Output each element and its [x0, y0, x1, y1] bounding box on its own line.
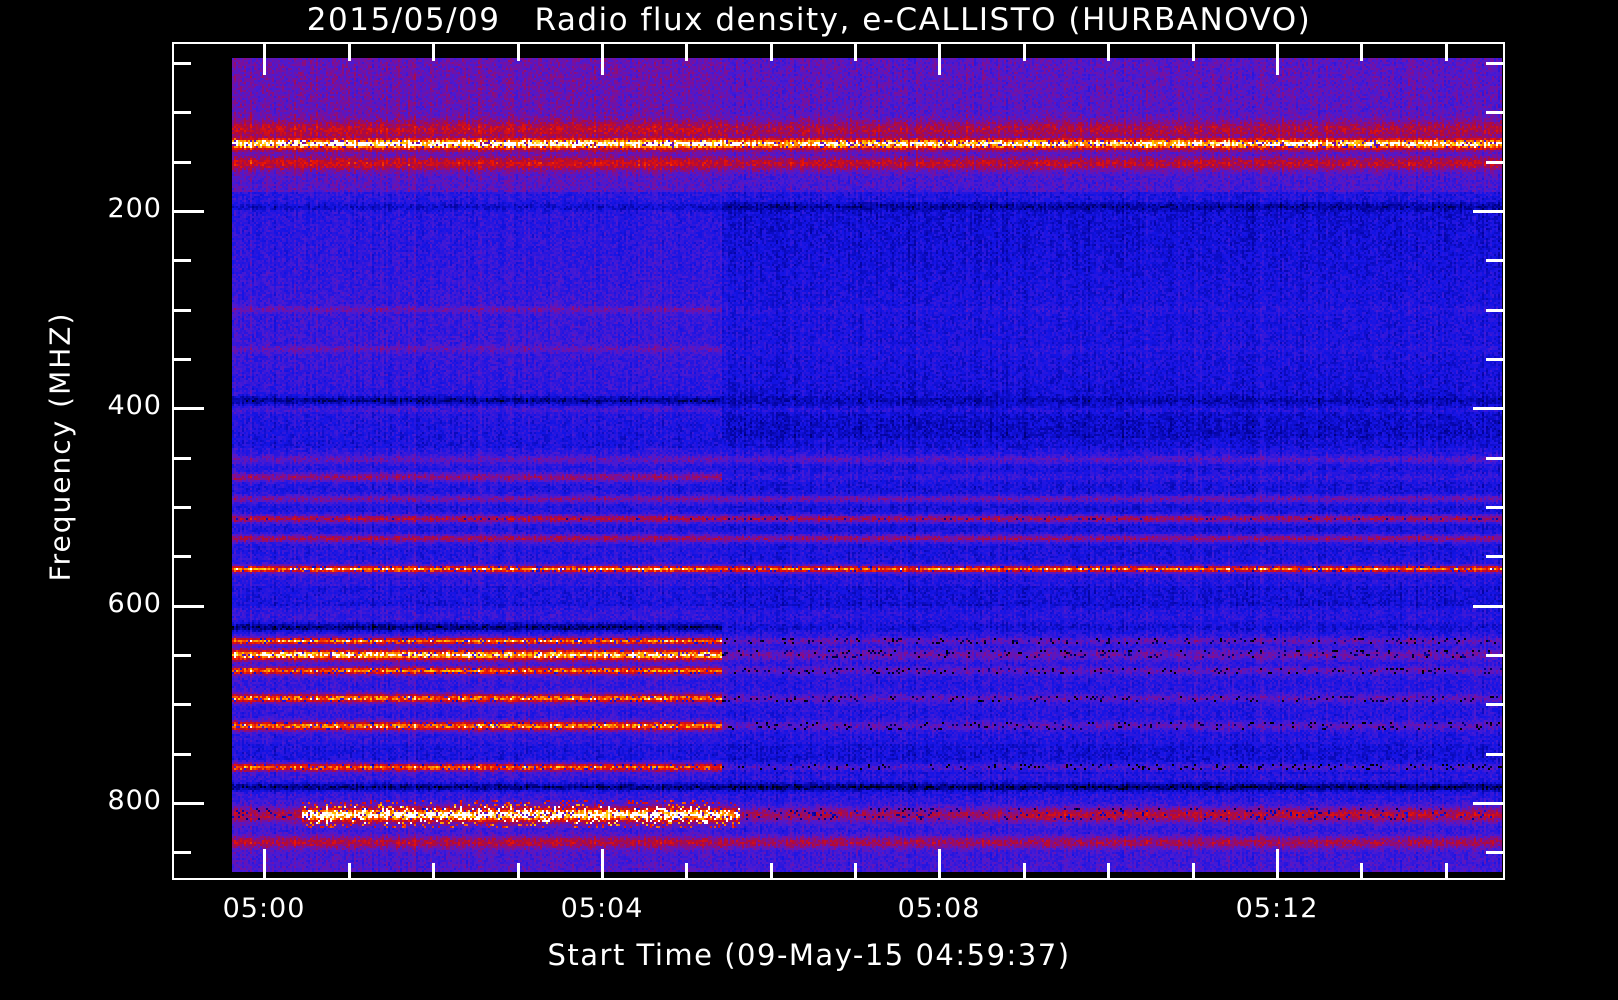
y-tick-major — [174, 605, 204, 608]
y-tick-major — [174, 407, 204, 410]
x-tick-minor — [1360, 863, 1363, 880]
x-tick-minor — [1023, 863, 1026, 880]
y-tick-minor-right — [1486, 753, 1503, 756]
y-tick-minor — [174, 654, 191, 657]
x-tick-label: 05:08 — [897, 893, 981, 924]
x-tick-major-top — [938, 44, 941, 75]
x-tick-minor-top — [432, 44, 435, 61]
y-tick-minor-right — [1486, 259, 1503, 262]
x-tick-minor-top — [685, 44, 688, 61]
x-tick-major-top — [1276, 44, 1279, 75]
y-tick-minor — [174, 62, 191, 65]
y-tick-label: 200 — [107, 193, 162, 224]
x-tick-minor-top — [1107, 44, 1110, 61]
x-tick-major — [1276, 849, 1279, 880]
x-tick-minor-top — [854, 44, 857, 61]
x-tick-major-top — [263, 44, 266, 75]
spectrogram-canvas — [232, 58, 1502, 872]
y-tick-major — [174, 210, 204, 213]
y-tick-minor-right — [1486, 457, 1503, 460]
x-tick-minor — [770, 863, 773, 880]
y-tick-major-right — [1473, 407, 1503, 410]
x-tick-minor-top — [1192, 44, 1195, 61]
y-tick-minor — [174, 753, 191, 756]
y-tick-major-right — [1473, 802, 1503, 805]
y-tick-minor-right — [1486, 111, 1503, 114]
page-title: 2015/05/09 Radio flux density, e-CALLIST… — [306, 2, 1312, 38]
y-axis-title: Frequency (MHZ) — [43, 311, 77, 582]
x-tick-minor-top — [1023, 44, 1026, 61]
y-tick-minor-right — [1486, 358, 1503, 361]
y-tick-major-right — [1473, 210, 1503, 213]
x-tick-minor — [432, 863, 435, 880]
y-tick-minor-right — [1486, 309, 1503, 312]
y-tick-minor-right — [1486, 506, 1503, 509]
x-tick-minor-top — [770, 44, 773, 61]
y-tick-label: 600 — [107, 588, 162, 619]
x-tick-major-top — [601, 44, 604, 75]
y-tick-minor-right — [1486, 62, 1503, 65]
y-tick-minor — [174, 703, 191, 706]
x-tick-minor — [685, 863, 688, 880]
x-tick-label: 05:00 — [222, 893, 306, 924]
y-tick-major-right — [1473, 605, 1503, 608]
x-tick-minor — [517, 863, 520, 880]
x-tick-major — [601, 849, 604, 880]
y-tick-major — [174, 802, 204, 805]
y-tick-minor — [174, 259, 191, 262]
x-tick-minor-top — [1360, 44, 1363, 61]
y-tick-minor — [174, 457, 191, 460]
y-tick-minor — [174, 851, 191, 854]
y-tick-minor — [174, 506, 191, 509]
y-tick-minor-right — [1486, 703, 1503, 706]
x-tick-minor-top — [1445, 44, 1448, 61]
y-tick-minor-right — [1486, 851, 1503, 854]
x-tick-minor — [1445, 863, 1448, 880]
spectrogram-image — [232, 58, 1502, 872]
x-tick-minor — [1107, 863, 1110, 880]
y-tick-minor — [174, 309, 191, 312]
y-tick-minor-right — [1486, 161, 1503, 164]
y-tick-label: 800 — [107, 785, 162, 816]
y-tick-minor — [174, 111, 191, 114]
y-tick-minor-right — [1486, 555, 1503, 558]
y-tick-minor — [174, 358, 191, 361]
x-axis-title: Start Time (09-May-15 04:59:37) — [547, 938, 1071, 972]
y-tick-minor — [174, 555, 191, 558]
x-tick-label: 05:04 — [560, 893, 644, 924]
y-tick-minor — [174, 161, 191, 164]
x-tick-minor — [348, 863, 351, 880]
x-tick-minor — [854, 863, 857, 880]
x-tick-major — [938, 849, 941, 880]
x-tick-minor-top — [517, 44, 520, 61]
y-tick-label: 400 — [107, 390, 162, 421]
y-tick-minor-right — [1486, 654, 1503, 657]
x-tick-label: 05:12 — [1235, 893, 1319, 924]
x-tick-major — [263, 849, 266, 880]
x-tick-minor — [1192, 863, 1195, 880]
x-tick-minor-top — [348, 44, 351, 61]
